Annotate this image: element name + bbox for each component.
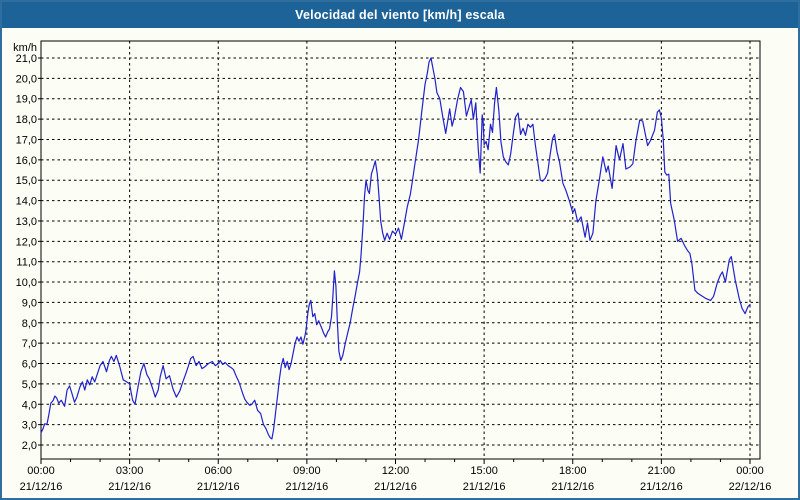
y-axis-unit-label: km/h	[13, 42, 37, 54]
x-date-label: 21/12/16	[374, 481, 417, 493]
y-tick-label: 20,0	[16, 73, 37, 85]
y-tick-label: 2,0	[22, 440, 37, 452]
x-time-label: 00:00	[27, 465, 55, 477]
chart-background	[2, 28, 798, 498]
x-date-label: 21/12/16	[20, 481, 63, 493]
x-time-label: 15:00	[470, 465, 498, 477]
x-date-label: 21/12/16	[640, 481, 683, 493]
y-tick-label: 9,0	[22, 297, 37, 309]
chart-title: Velocidad del viento [km/h] escala	[295, 8, 505, 22]
x-date-label: 21/12/16	[551, 481, 594, 493]
chart-title-bar: Velocidad del viento [km/h] escala	[2, 2, 798, 28]
y-tick-label: 18,0	[16, 114, 37, 126]
y-tick-label: 12,0	[16, 236, 37, 248]
x-time-label: 09:00	[293, 465, 321, 477]
y-tick-label: 19,0	[16, 94, 37, 106]
y-tick-label: 10,0	[16, 277, 37, 289]
x-date-label: 22/12/16	[729, 481, 772, 493]
x-time-label: 06:00	[204, 465, 232, 477]
y-tick-label: 15,0	[16, 175, 37, 187]
y-tick-label: 6,0	[22, 359, 37, 371]
y-tick-label: 8,0	[22, 318, 37, 330]
x-time-label: 00:00	[736, 465, 764, 477]
x-date-label: 21/12/16	[197, 481, 240, 493]
x-time-label: 21:00	[648, 465, 676, 477]
x-time-label: 12:00	[382, 465, 410, 477]
chart-canvas: 21,0 20,0 19,0 18,0 17,0 16,0 15,0 14,0 13,0 12,0…	[2, 28, 798, 498]
plot-border	[40, 40, 761, 460]
y-tick-label: 3,0	[22, 420, 37, 432]
y-tick-label: 17,0	[16, 134, 37, 146]
x-date-label: 21/12/16	[463, 481, 506, 493]
y-tick-label: 5,0	[22, 379, 37, 391]
y-tick-label: 13,0	[16, 216, 37, 228]
y-tick-label: 14,0	[16, 196, 37, 208]
y-tick-label: 16,0	[16, 155, 37, 167]
y-tick-label: 4,0	[22, 399, 37, 411]
wind-speed-line	[40, 57, 751, 440]
y-tick-label: 7,0	[22, 338, 37, 350]
y-tick-label: 11,0	[16, 257, 37, 269]
wind-speed-chart: 21,0 20,0 19,0 18,0 17,0 16,0 15,0 14,0 13,0 12,0…	[2, 28, 798, 498]
y-tick-label: 21,0	[16, 53, 37, 65]
x-time-label: 03:00	[116, 465, 144, 477]
x-date-label: 21/12/16	[108, 481, 151, 493]
x-date-label: 21/12/16	[285, 481, 328, 493]
x-time-label: 18:00	[559, 465, 587, 477]
